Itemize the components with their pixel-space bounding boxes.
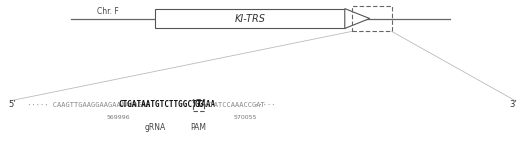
Text: 3’: 3’ xyxy=(510,100,518,109)
Text: CTGATAATGTCTTGGCTTAAA: CTGATAATGTCTTGGCTTAAA xyxy=(118,100,216,109)
Bar xyxy=(352,6,392,31)
Text: GG: GG xyxy=(195,100,204,109)
Text: PAM: PAM xyxy=(190,122,207,132)
Text: ·····: ····· xyxy=(250,102,276,108)
Bar xyxy=(194,99,204,111)
Text: KI-TRS: KI-TRS xyxy=(235,14,266,24)
Text: ····· CAAGTTGAAGGAAGAAAAGAGAG: ····· CAAGTTGAAGGAAGAAAAGAGAG xyxy=(23,102,150,108)
Text: AATATCCAAACCGAT: AATATCCAAACCGAT xyxy=(202,102,266,108)
Text: 570055: 570055 xyxy=(234,115,257,120)
Text: 569996: 569996 xyxy=(107,115,130,120)
Bar xyxy=(155,9,345,28)
Polygon shape xyxy=(345,9,370,28)
Text: Chr. F: Chr. F xyxy=(97,7,118,16)
Text: gRNA: gRNA xyxy=(144,122,165,132)
Text: 5’: 5’ xyxy=(8,100,16,109)
